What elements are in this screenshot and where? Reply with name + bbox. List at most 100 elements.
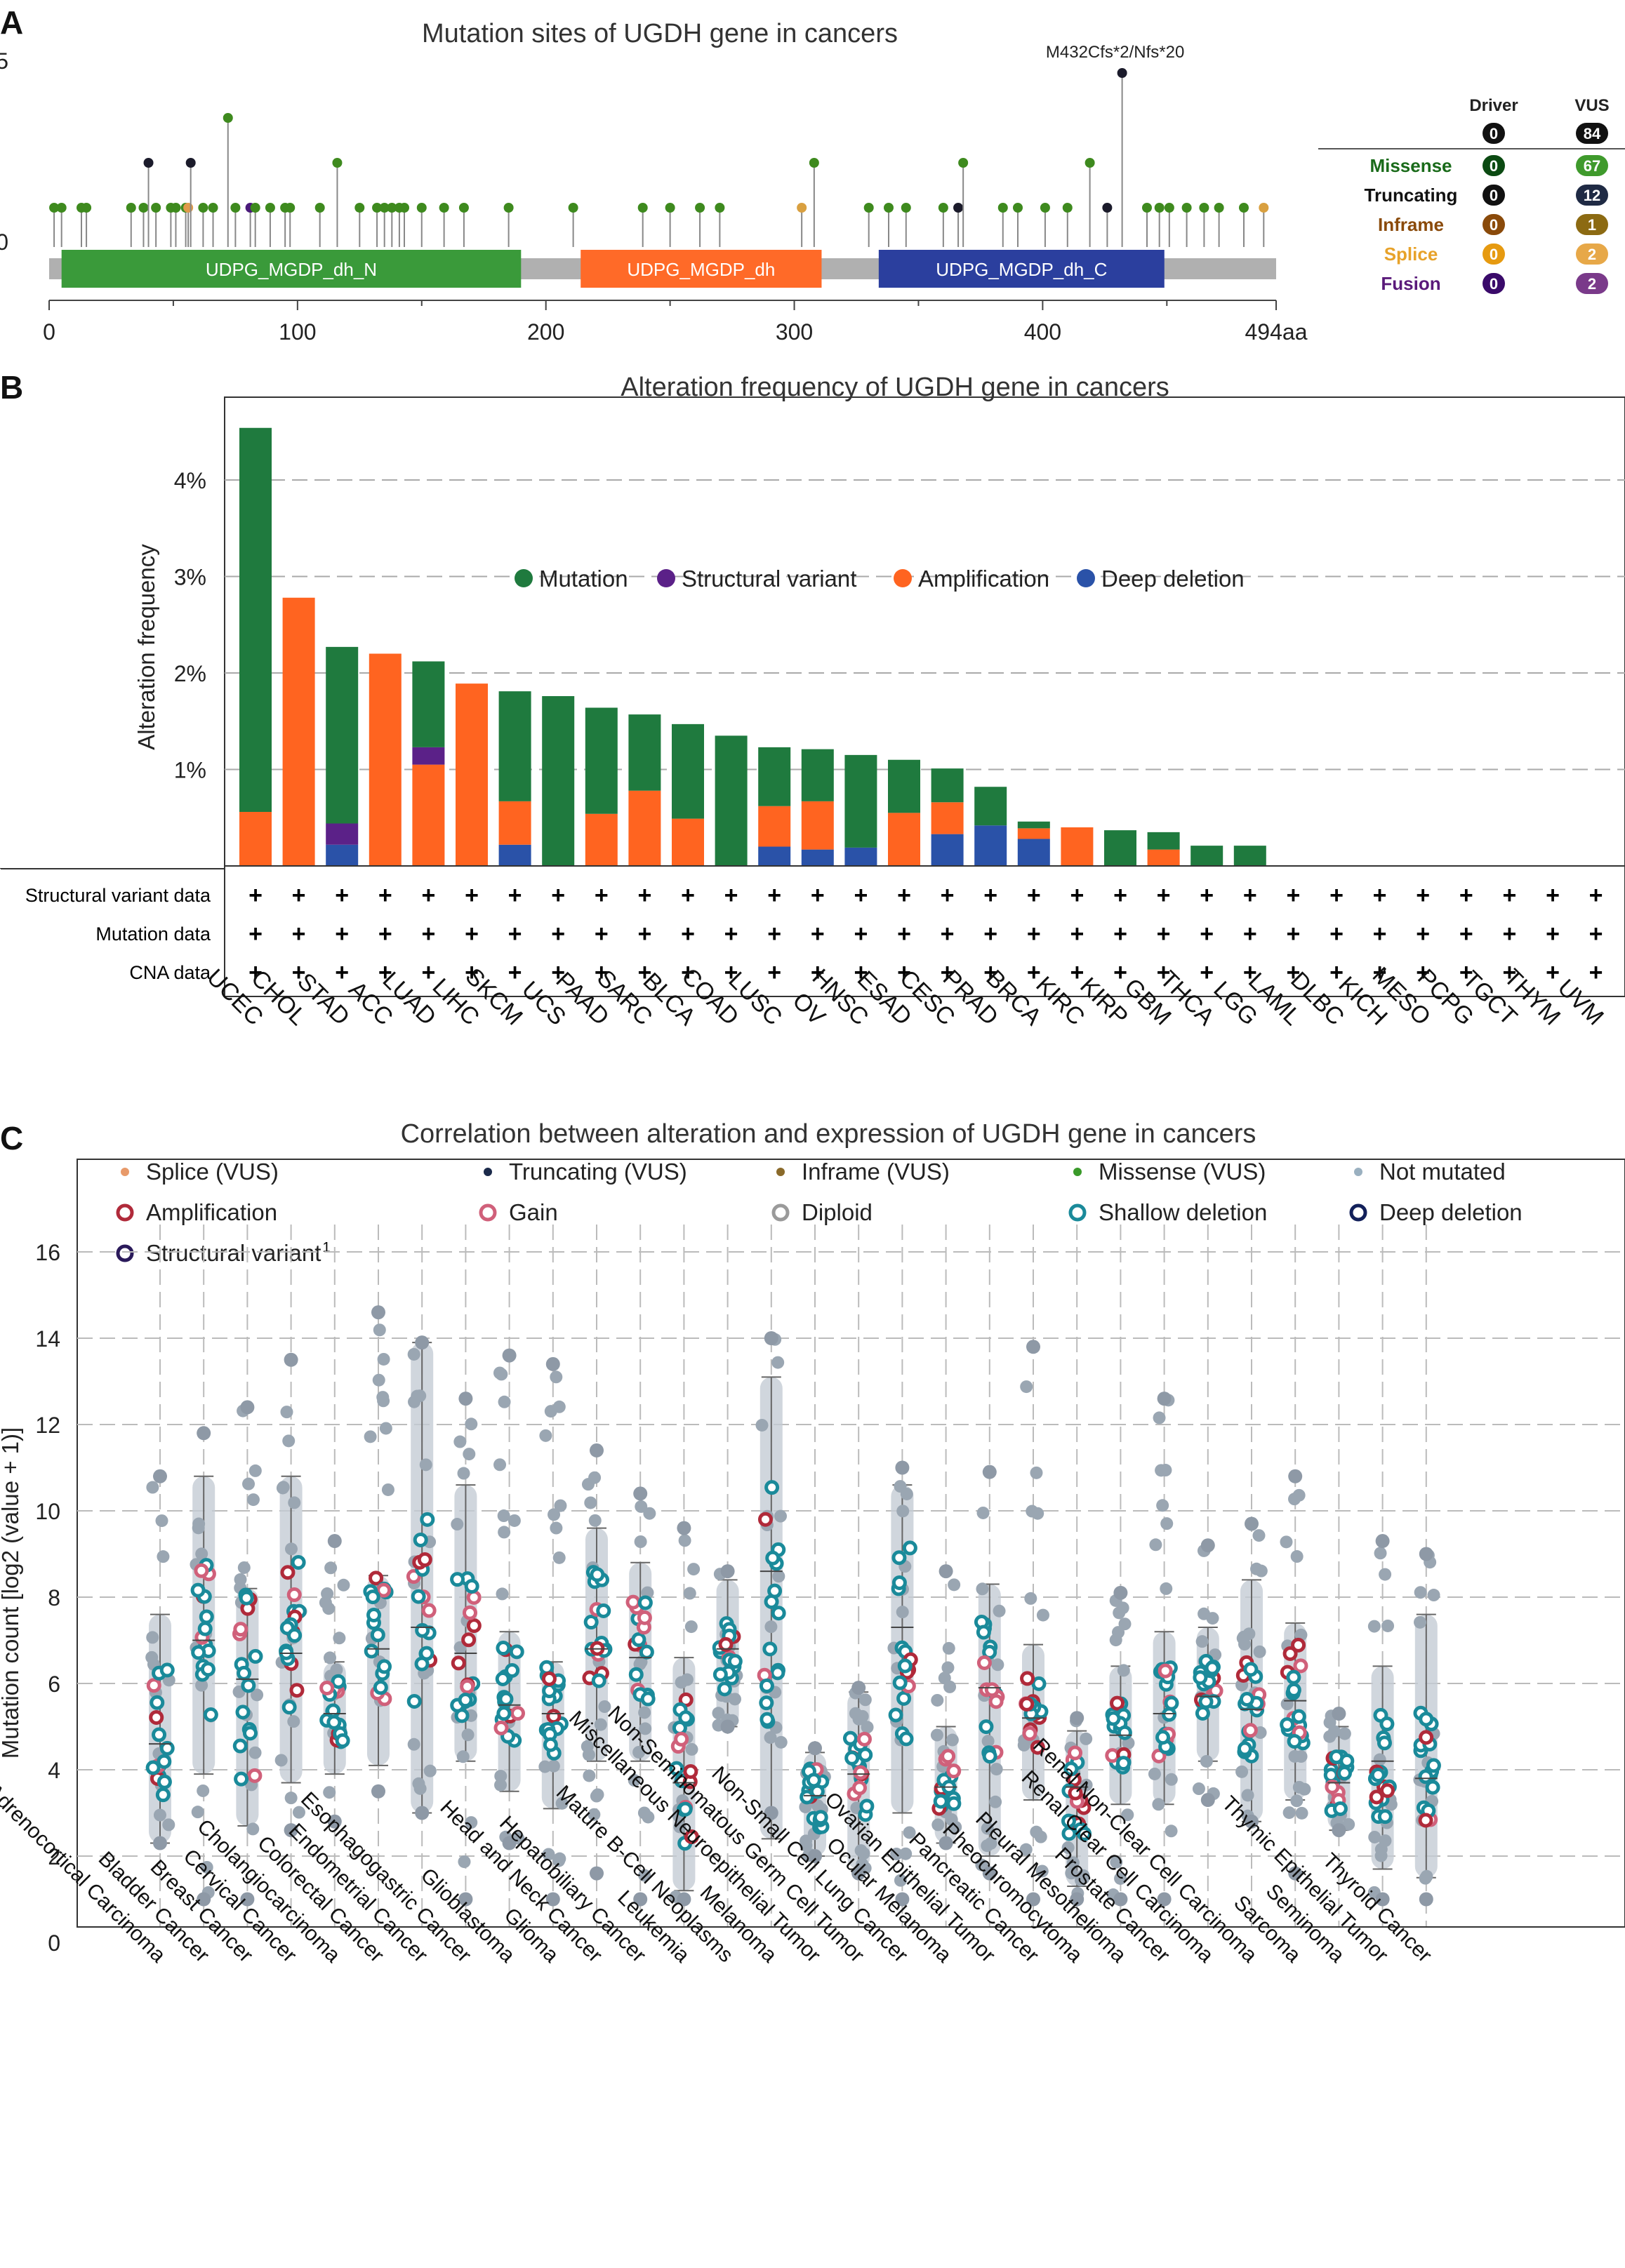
data-available-marker: + xyxy=(1546,959,1560,986)
domain-udpg-mgdp-dh xyxy=(581,250,822,288)
sample-point-not-mutated xyxy=(1381,1619,1395,1632)
vus-count-badge xyxy=(1576,155,1608,176)
lollipop-head-missense xyxy=(665,203,675,213)
sample-point-not-mutated xyxy=(457,1467,470,1480)
lollipop-head-missense xyxy=(354,203,365,213)
bar-sarc-mutation xyxy=(628,714,661,791)
sample-point-not-mutated xyxy=(162,1818,175,1832)
sample-point-not-mutated xyxy=(771,1356,785,1369)
sample-ring xyxy=(466,1618,482,1634)
table-rows: 0 84 Missense 0 67 Truncating 0 12 Inframe 0 1 Spli… xyxy=(1365,123,1608,294)
legend-label-diploid: Diploid xyxy=(802,1199,873,1225)
lollipop-head-missense xyxy=(285,203,296,213)
legend-marker-inframe-vus xyxy=(776,1168,785,1176)
driver-count-badge xyxy=(1483,273,1505,294)
sample-point-max xyxy=(895,1460,910,1475)
sample-point-not-mutated xyxy=(192,1517,206,1530)
lollipop-head-missense xyxy=(809,158,819,168)
sample-point-max xyxy=(1113,1585,1128,1600)
sample-ring xyxy=(194,1563,209,1578)
sample-point-max xyxy=(1026,1340,1040,1354)
sample-ring xyxy=(1019,1696,1035,1712)
table-row-label-fusion: Fusion xyxy=(1381,273,1440,294)
sample-ring xyxy=(858,1747,873,1763)
sample-point-not-mutated xyxy=(542,1848,555,1861)
sample-ring xyxy=(450,1572,465,1587)
sample-point-min xyxy=(808,1849,822,1863)
lollipop-head-missense xyxy=(138,203,149,213)
sample-ring xyxy=(1377,1735,1392,1751)
lollipop-head-missense xyxy=(1239,203,1249,213)
sample-point-min xyxy=(1419,1892,1433,1907)
data-available-marker: + xyxy=(1502,959,1516,986)
sample-point-max xyxy=(240,1400,255,1415)
data-available-marker: + xyxy=(1286,959,1300,986)
sample-ring xyxy=(1164,1695,1179,1711)
sample-point-not-mutated xyxy=(274,1754,288,1767)
b-y-tick-label: 1% xyxy=(174,758,206,783)
sample-point-min xyxy=(1026,1892,1040,1907)
sample-point-not-mutated xyxy=(277,1481,290,1494)
sample-point-not-mutated xyxy=(146,1631,159,1644)
panel-c: C Correlation between alteration and exp… xyxy=(0,1119,1625,1967)
sample-point-not-mutated xyxy=(675,1676,688,1689)
sample-ring xyxy=(1031,1676,1047,1691)
sample-ring xyxy=(892,1675,908,1690)
sample-point-min xyxy=(982,1866,997,1881)
legend-label-structural-variant: Structural variant xyxy=(146,1240,321,1266)
panel-c-legend: Splice (VUS) Truncating (VUS) Inframe (VUS… xyxy=(116,1159,1523,1266)
vus-count-badge xyxy=(1576,273,1608,294)
vus-count-badge xyxy=(1576,185,1608,206)
sample-point-not-mutated xyxy=(634,1535,647,1548)
sample-point-not-mutated xyxy=(1148,1767,1161,1780)
sample-ring xyxy=(639,1644,654,1660)
sample-point-not-mutated xyxy=(1282,1806,1296,1820)
data-available-marker: + xyxy=(1459,959,1473,986)
sample-ring xyxy=(1291,1709,1306,1724)
data-available-marker: + xyxy=(595,921,609,947)
sample-point-not-mutated xyxy=(282,1434,296,1448)
lollipop-head-missense xyxy=(439,203,449,213)
data-available-marker: + xyxy=(1243,882,1257,909)
sample-ring xyxy=(1237,1741,1252,1756)
sample-ring xyxy=(767,1583,783,1599)
sample-ring xyxy=(496,1706,512,1721)
sample-point-max xyxy=(677,1521,691,1535)
lollipop-head-missense xyxy=(901,203,911,213)
bar-coad-mutation xyxy=(715,735,748,866)
legend-marker-diploid xyxy=(771,1203,790,1222)
sample-ring xyxy=(326,1714,342,1730)
sample-point-not-mutated xyxy=(1235,1765,1249,1778)
sample-point-not-mutated xyxy=(628,1774,641,1787)
sample-ring xyxy=(239,1590,254,1606)
sample-point-max xyxy=(764,1331,778,1345)
sample-point-not-mutated xyxy=(155,1514,168,1528)
bar-skcm-deep-deletion xyxy=(498,844,531,866)
sample-point-not-mutated xyxy=(195,1547,208,1561)
sample-point-not-mutated xyxy=(508,1514,521,1527)
sample-ring xyxy=(842,1730,858,1746)
bar-ov-mutation xyxy=(801,749,834,801)
panel-b-bars xyxy=(225,427,1625,867)
sample-point-max xyxy=(1245,1516,1259,1531)
sample-point-not-mutated xyxy=(1066,1856,1080,1869)
sample-point-not-mutated xyxy=(195,1679,208,1692)
legend-marker-not-mutated xyxy=(1354,1168,1362,1176)
legend-marker-splice-vus xyxy=(121,1168,129,1176)
sample-point-not-mutated xyxy=(548,1508,561,1521)
lollipop-head-missense xyxy=(126,203,136,213)
sample-point-min xyxy=(545,1892,560,1907)
sample-ring xyxy=(759,1678,774,1693)
lollipop-head-missense xyxy=(265,203,275,213)
c-y-tick-label: 8 xyxy=(48,1585,60,1610)
sample-point-max xyxy=(720,1564,735,1579)
legend-swatch-structural-variant xyxy=(657,569,675,587)
bar-luad-structural-variant xyxy=(412,747,445,765)
sample-point-max xyxy=(1332,1707,1346,1721)
sample-point-not-mutated xyxy=(461,1728,475,1742)
sample-point-not-mutated xyxy=(1292,1488,1306,1502)
x-tick-label: 100 xyxy=(279,319,316,345)
sample-point-not-mutated xyxy=(379,1422,392,1435)
sample-point-not-mutated xyxy=(251,1688,264,1702)
